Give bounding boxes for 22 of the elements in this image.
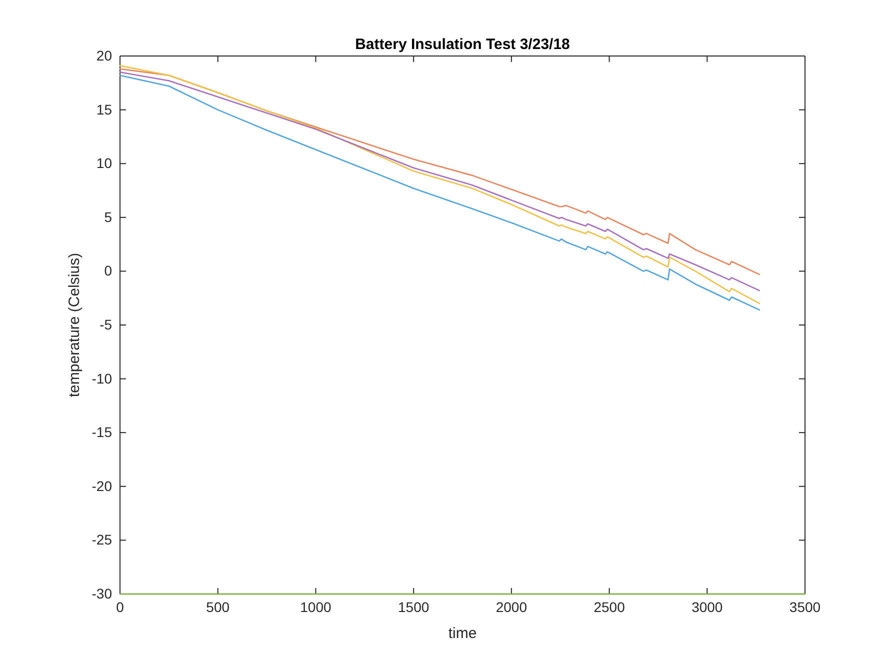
y-tick-label: -5: [100, 316, 112, 332]
y-tick-label: 5: [104, 208, 112, 225]
y-tick-label: 10: [96, 155, 112, 172]
x-tick-label: 2000: [496, 598, 528, 615]
x-tick-label: 3500: [789, 598, 821, 615]
y-tick-label: 20: [96, 47, 112, 64]
y-tick-label: -10: [92, 370, 112, 386]
y-tick-label: 15: [96, 101, 112, 118]
y-tick-label: 0: [104, 262, 112, 279]
x-axis-title: time: [448, 625, 477, 642]
y-axis-title: temperature (Celsius): [66, 252, 83, 398]
x-tick-label: 1000: [300, 598, 332, 615]
y-tick-label: -30: [92, 585, 112, 602]
chart-title: Battery Insulation Test 3/23/18: [355, 36, 570, 53]
x-tick-label: 0: [116, 598, 124, 615]
x-tick-label: 1500: [398, 598, 430, 615]
x-tick-label: 2500: [594, 598, 626, 615]
x-tick-label: 500: [206, 598, 230, 615]
y-tick-label: -15: [92, 424, 112, 440]
x-tick-label: 3000: [692, 598, 723, 615]
y-tick-label: -25: [92, 532, 112, 548]
y-tick-label: -20: [92, 478, 112, 494]
